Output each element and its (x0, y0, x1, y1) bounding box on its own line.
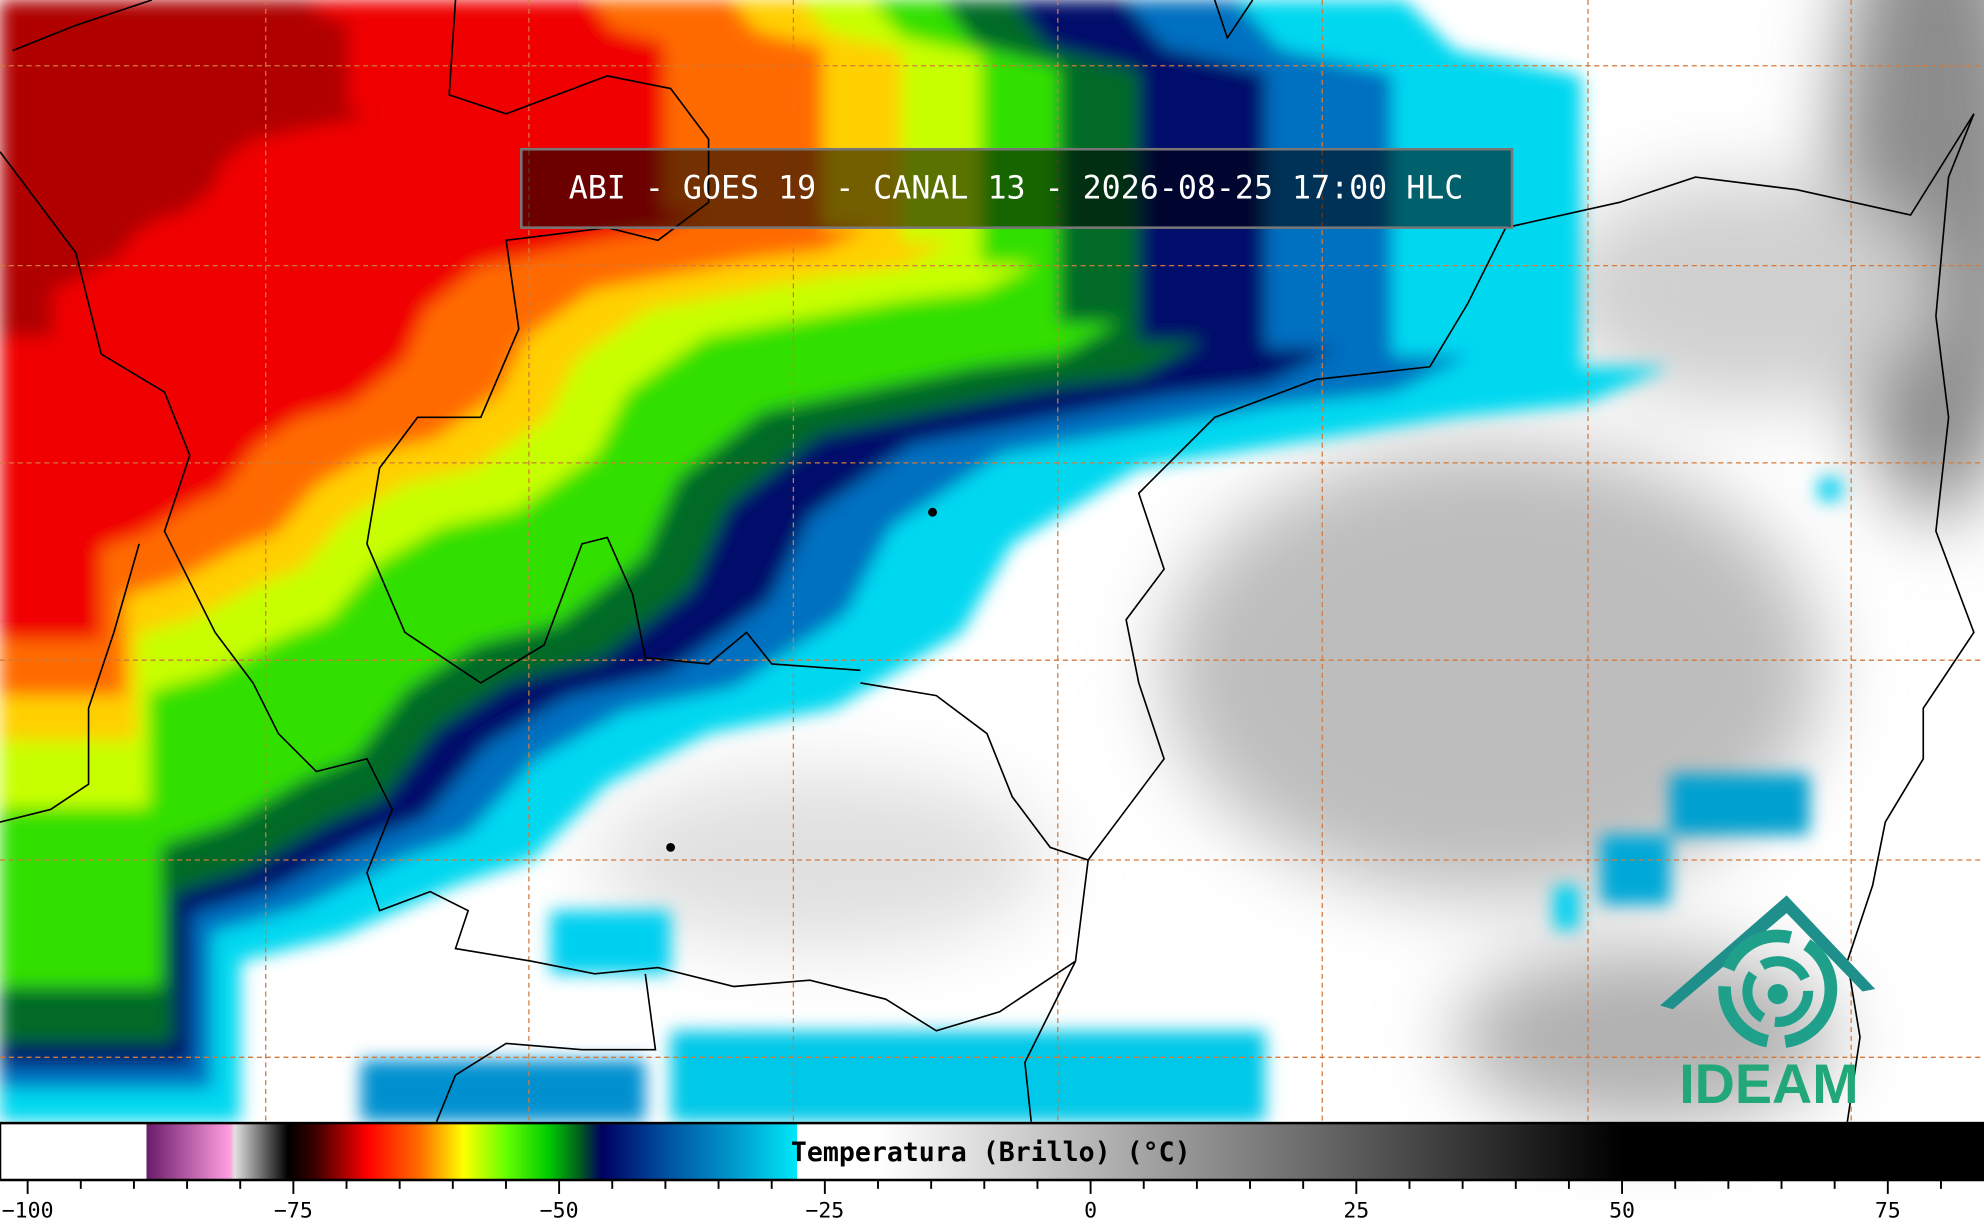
tick-label: −75 (274, 1199, 313, 1223)
tick-label: 25 (1343, 1199, 1369, 1223)
colorbar-label: Temperatura (Brillo) (°C) (791, 1137, 1191, 1168)
tick-label: −100 (2, 1199, 54, 1223)
city-marker (666, 842, 676, 852)
city-marker (928, 507, 937, 517)
title-box: ABI - GOES 19 - CANAL 13 - 2026-08-25 17… (520, 147, 1514, 229)
tick-label: 50 (1609, 1199, 1635, 1223)
tick-label: 0 (1084, 1199, 1097, 1223)
colorbar-ramp (0, 1121, 1984, 1182)
colorbar: Temperatura (Brillo) (°C) −100 −75 −50 −25 0… (0, 1121, 1984, 1223)
tick-label: −50 (540, 1199, 579, 1223)
logo-text: IDEAM (1679, 1053, 1858, 1115)
tick-label: −25 (805, 1199, 844, 1223)
image-title: ABI - GOES 19 - CANAL 13 - 2026-08-25 17… (569, 171, 1464, 207)
graticule (0, 0, 1984, 1122)
logo: IDEAM (1660, 895, 1876, 1115)
tick-label: 75 (1875, 1199, 1901, 1223)
